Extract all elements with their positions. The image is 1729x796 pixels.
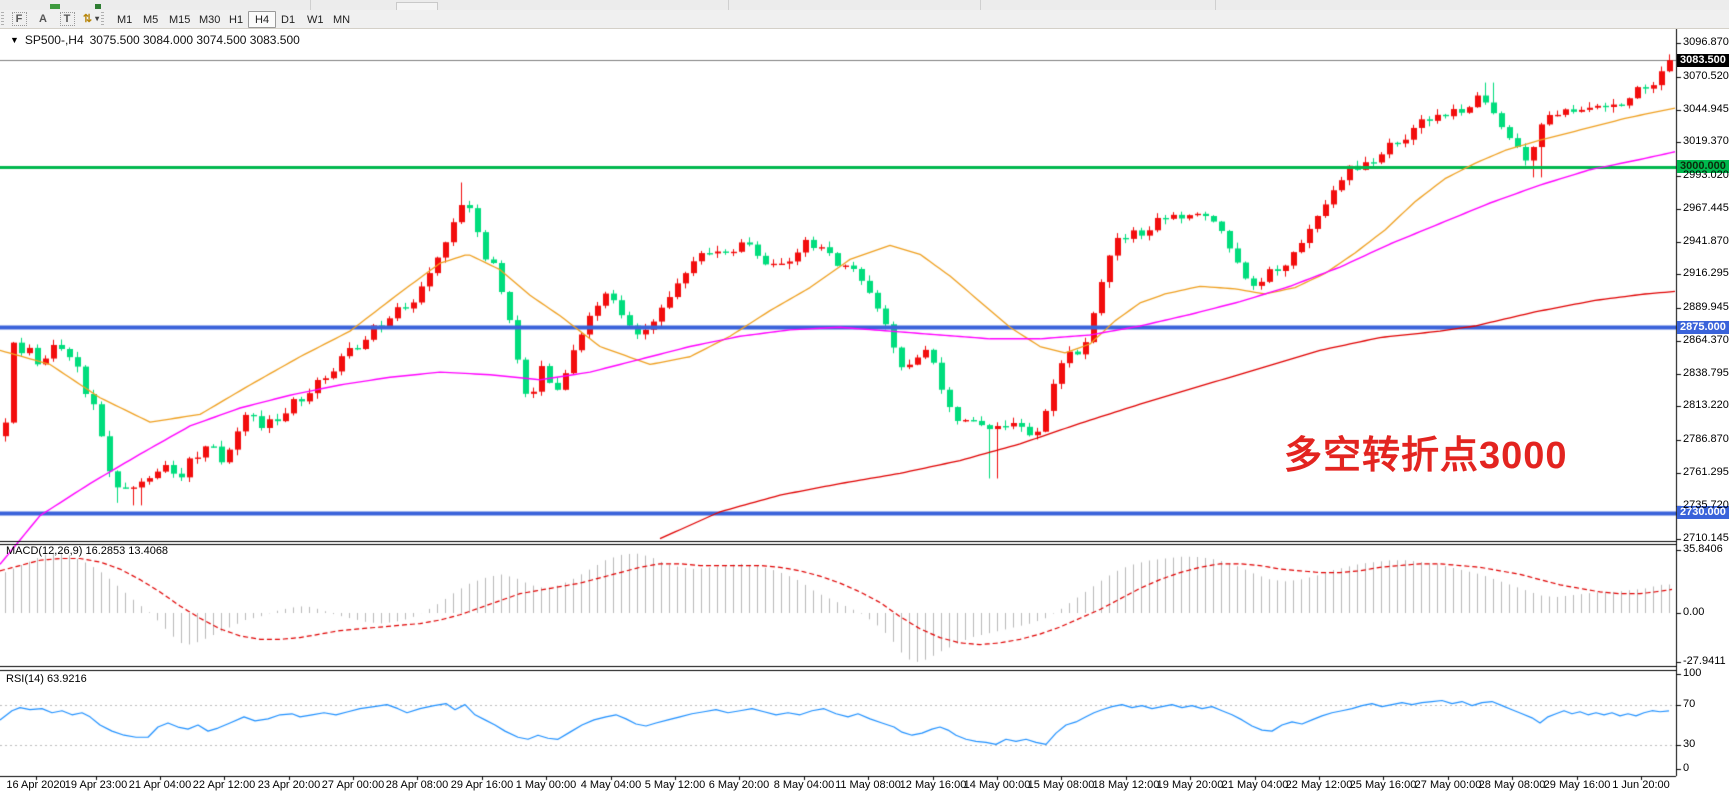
- timeframe-button-h4[interactable]: H4: [248, 11, 277, 28]
- macd-scale-label: 0.00: [1683, 606, 1705, 618]
- blue-level-badge-2730: 2730.000: [1677, 506, 1729, 519]
- toolbar-grip[interactable]: [1, 12, 4, 25]
- time-axis-label: 19 May 20:00: [1156, 779, 1224, 791]
- chevron-down-icon[interactable]: ▼: [10, 35, 19, 45]
- timeframe-button-m30[interactable]: M30: [199, 13, 221, 26]
- price-tick-label: 3044.945: [1683, 102, 1729, 115]
- toolbar-separator: [980, 0, 981, 10]
- arrow-objects-icon[interactable]: ⇅ ▾: [82, 13, 100, 25]
- toolbar-fragment: [95, 4, 101, 9]
- time-axis-label: 21 May 04:00: [1221, 779, 1289, 791]
- rsi-scale-label: 70: [1683, 697, 1696, 710]
- green-level-badge: 3000.000: [1677, 160, 1729, 173]
- time-axis-label: 8 May 04:00: [773, 779, 835, 791]
- time-axis-label: 29 Apr 16:00: [450, 779, 514, 791]
- time-axis-label: 5 May 12:00: [644, 779, 706, 791]
- price-tick-label: 2813.220: [1683, 399, 1729, 412]
- rsi-scale-label: 100: [1683, 667, 1702, 679]
- time-axis-label: 18 May 12:00: [1092, 779, 1160, 791]
- price-tick-label: 2838.795: [1683, 366, 1729, 379]
- price-tick-label: 2710.145: [1683, 531, 1729, 544]
- time-axis-label: 28 Apr 08:00: [385, 779, 449, 791]
- macd-scale-label: -27.9411: [1683, 655, 1726, 668]
- price-tick-label: 2761.295: [1683, 465, 1729, 478]
- price-tick-label: 3096.870: [1683, 36, 1729, 49]
- time-axis-label: 11 May 08:00: [835, 779, 901, 791]
- timeframe-button-m15[interactable]: M15: [169, 13, 191, 26]
- time-axis-label: 27 May 00:00: [1414, 779, 1482, 791]
- time-axis-label: 21 Apr 04:00: [128, 779, 192, 791]
- price-tick-label: 2735.720: [1683, 498, 1729, 511]
- timeframe-button-mn[interactable]: MN: [333, 13, 351, 26]
- timeframe-button-d1[interactable]: D1: [281, 13, 296, 26]
- timeframe-button-m1[interactable]: M1: [117, 13, 133, 26]
- time-axis-label: 16 Apr 2020: [6, 779, 66, 791]
- quote-ohlc-label: 3075.500 3084.000 3074.500 3083.500: [89, 33, 300, 47]
- toolbar-grip[interactable]: [101, 12, 104, 25]
- price-tick-label: 2864.370: [1683, 333, 1729, 346]
- dropdown-caret-icon[interactable]: ▾: [95, 14, 100, 23]
- timeframe-button-m5[interactable]: M5: [143, 13, 159, 26]
- time-axis-label: 19 Apr 23:00: [64, 779, 128, 791]
- chart-text-annotation: 多空转折点3000: [1284, 435, 1568, 477]
- time-axis-label: 1 May 00:00: [515, 779, 577, 791]
- time-axis-label: 15 May 08:00: [1027, 779, 1095, 791]
- rsi-scale-label: 30: [1683, 738, 1696, 751]
- chart-title: ▼ SP500-,H4 3075.500 3084.000 3074.500 3…: [10, 33, 300, 47]
- time-axis-label: 1 Jun 20:00: [1612, 779, 1670, 791]
- toolbar-separator: [728, 0, 729, 10]
- toolbar-fragment: [50, 4, 60, 9]
- freehand-draw-icon[interactable]: F: [8, 11, 30, 26]
- toolbar-separator: [310, 0, 311, 10]
- label-tool-icon[interactable]: A: [39, 12, 47, 25]
- price-tick-label: 2967.445: [1683, 201, 1729, 214]
- time-axis-label: 25 May 16:00: [1349, 779, 1417, 791]
- macd-indicator-label: MACD(12,26,9) 16.2853 13.4068: [6, 545, 169, 557]
- time-axis-label: 28 May 08:00: [1478, 779, 1546, 791]
- macd-scale-label: 35.8406: [1683, 543, 1723, 555]
- text-box-tool-icon[interactable]: T: [56, 11, 78, 26]
- time-axis-label: 23 Apr 20:00: [257, 779, 321, 791]
- time-axis-label: 4 May 04:00: [580, 779, 642, 791]
- time-axis-label: 14 May 00:00: [963, 779, 1031, 791]
- price-tick-label: 3019.370: [1683, 135, 1729, 148]
- current-price-badge: 3083.500: [1677, 54, 1729, 67]
- time-axis-label: 22 Apr 12:00: [192, 779, 256, 791]
- timeframe-button-h1[interactable]: H1: [229, 13, 244, 26]
- blue-level-badge-2875: 2875.000: [1677, 321, 1729, 334]
- text-box-tool-icon: T: [59, 11, 75, 26]
- time-axis-label: 12 May 16:00: [899, 779, 967, 791]
- price-tick-label: 3070.520: [1683, 69, 1729, 82]
- rsi-scale-label: 0: [1683, 762, 1690, 774]
- price-tick-label: 2889.945: [1683, 301, 1729, 314]
- rsi-indicator-label: RSI(14) 63.9216: [6, 673, 87, 685]
- time-axis-label: 22 May 12:00: [1285, 779, 1353, 791]
- drawing-and-timeframe-toolbar: F A T ⇅ ▾ M1 M5 M15 M30 H1 H4 D1 W1 MN: [0, 10, 1729, 29]
- price-tick-label: 2941.870: [1683, 234, 1729, 247]
- price-tick-label: 2786.870: [1683, 433, 1729, 446]
- freehand-draw-icon: F: [11, 11, 27, 26]
- symbol-period-label: SP500-,H4: [24, 33, 84, 47]
- price-tick-label: 2993.020: [1683, 169, 1729, 182]
- price-tick-label: 2916.295: [1683, 267, 1729, 280]
- toolbar-separator: [1215, 0, 1216, 10]
- time-axis-label: 6 May 20:00: [708, 779, 770, 791]
- time-axis-label: 27 Apr 00:00: [321, 779, 385, 791]
- timeframe-button-w1[interactable]: W1: [307, 13, 324, 26]
- time-axis-label: 29 May 16:00: [1543, 779, 1611, 791]
